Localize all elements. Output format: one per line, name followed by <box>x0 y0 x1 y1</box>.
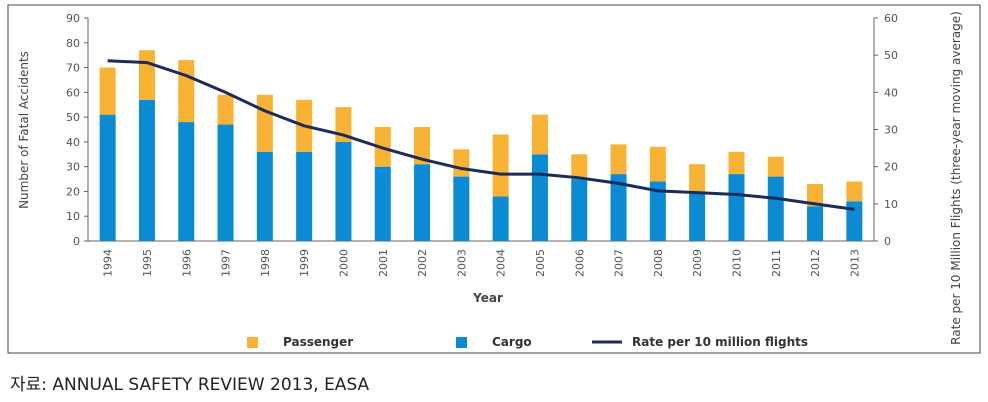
x-tick-label: 1996 <box>180 249 193 277</box>
bar-segment <box>453 149 470 177</box>
y-tick-label: 50 <box>66 111 80 124</box>
bar-segment <box>178 122 195 241</box>
bar-segment <box>256 94 273 152</box>
bar-segment <box>138 99 155 242</box>
y-tick-label: 10 <box>66 210 80 223</box>
legend-swatch <box>247 337 258 348</box>
bar-segment <box>178 60 195 123</box>
y-tick-label: 40 <box>66 136 80 149</box>
bar-segment <box>610 174 627 241</box>
x-tick-label: 1999 <box>298 249 311 277</box>
y2-tick-label: 40 <box>884 86 898 99</box>
y2-axis-label: Rate per 10 Million Flights (three-year … <box>949 11 963 345</box>
bar-segment <box>531 154 548 241</box>
x-tick-label: 2012 <box>809 249 822 277</box>
legend-label: Rate per 10 million flights <box>632 335 808 349</box>
bar-segment <box>99 114 116 241</box>
legend-label: Passenger <box>283 335 353 349</box>
bar-segment <box>728 174 745 241</box>
bar-segment <box>296 151 313 241</box>
bar-segment <box>453 176 470 241</box>
legend-swatch <box>456 337 467 348</box>
source-note: 자료: ANNUAL SAFETY REVIEW 2013, EASA <box>10 375 370 395</box>
x-tick-label: 2004 <box>495 249 508 277</box>
rate-line <box>107 59 855 211</box>
x-tick-label: 2006 <box>573 249 586 277</box>
y-axis-label: Number of Fatal Accidents <box>17 51 31 209</box>
bar-segment <box>256 151 273 241</box>
bar-segment <box>846 201 863 241</box>
legend-label: Cargo <box>492 335 532 349</box>
y2-tick-label: 50 <box>884 49 898 62</box>
bar-segment <box>217 94 234 125</box>
bar-segment <box>492 196 509 241</box>
x-tick-label: 2013 <box>848 249 861 277</box>
x-tick-label: 2001 <box>377 249 390 277</box>
x-tick-label: 2005 <box>534 249 547 277</box>
bar-segment <box>610 144 627 175</box>
bar-segment <box>846 181 863 202</box>
bar-segment <box>807 184 824 207</box>
bar-segment <box>767 156 784 177</box>
x-tick-label: 2010 <box>730 249 743 277</box>
y-tick-label: 20 <box>66 185 80 198</box>
bar-segment <box>571 154 588 180</box>
bar-segment <box>649 181 666 241</box>
bar-segment <box>374 166 391 241</box>
x-tick-label: 2002 <box>416 249 429 277</box>
bar-segment <box>807 206 824 241</box>
y2-tick-label: 0 <box>884 235 891 248</box>
bar-segment <box>728 151 745 175</box>
y-tick-label: 0 <box>73 235 80 248</box>
bar-segment <box>492 134 509 197</box>
bar-segment <box>531 114 548 155</box>
x-axis-label: Year <box>472 291 503 305</box>
x-tick-label: 2003 <box>455 249 468 277</box>
y-tick-label: 90 <box>66 12 80 25</box>
y-tick-label: 30 <box>66 161 80 174</box>
bar-segment <box>217 124 234 241</box>
y2-tick-label: 30 <box>884 124 898 137</box>
y-tick-label: 70 <box>66 62 80 75</box>
x-tick-label: 1997 <box>220 249 233 277</box>
x-tick-label: 2007 <box>613 249 626 277</box>
x-tick-label: 1995 <box>141 249 154 277</box>
x-tick-label: 1998 <box>259 249 272 277</box>
x-tick-label: 2009 <box>691 249 704 277</box>
y2-tick-label: 60 <box>884 12 898 25</box>
x-tick-label: 2011 <box>770 249 783 277</box>
bar-segment <box>335 141 352 241</box>
bar-segment <box>767 176 784 241</box>
bar-segment <box>138 50 155 100</box>
y2-tick-label: 10 <box>884 198 898 211</box>
bar-segment <box>689 191 706 241</box>
y2-tick-label: 20 <box>884 161 898 174</box>
y-tick-label: 60 <box>66 86 80 99</box>
x-tick-label: 2008 <box>652 249 665 277</box>
bar-segment <box>571 179 588 241</box>
y-tick-label: 80 <box>66 37 80 50</box>
bar-segment <box>649 146 666 182</box>
chart-frame <box>7 4 981 354</box>
bar-segment <box>99 67 116 115</box>
bar-segment <box>414 127 431 165</box>
chart: Year Number of Fatal Accidents Rate per … <box>7 4 981 354</box>
bar-segment <box>689 164 706 192</box>
bar-segment <box>414 164 431 241</box>
x-tick-label: 1994 <box>102 249 115 277</box>
x-tick-label: 2000 <box>337 249 350 277</box>
